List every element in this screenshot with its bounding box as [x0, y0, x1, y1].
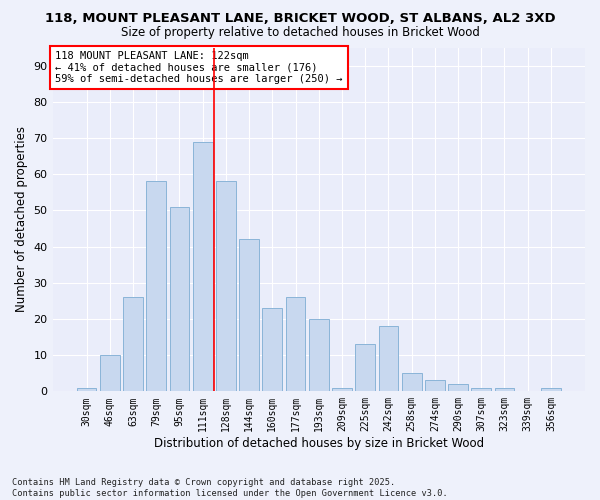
Bar [170, 206, 190, 392]
Bar [309, 319, 329, 392]
Bar [146, 182, 166, 392]
Y-axis label: Number of detached properties: Number of detached properties [15, 126, 28, 312]
Bar [193, 142, 212, 392]
Bar [402, 373, 422, 392]
Bar [262, 308, 282, 392]
Bar [332, 388, 352, 392]
Bar [286, 297, 305, 392]
Bar [77, 388, 97, 392]
Bar [100, 355, 119, 392]
Bar [355, 344, 375, 392]
Bar [239, 240, 259, 392]
Bar [425, 380, 445, 392]
Bar [541, 388, 561, 392]
Bar [448, 384, 468, 392]
Text: 118, MOUNT PLEASANT LANE, BRICKET WOOD, ST ALBANS, AL2 3XD: 118, MOUNT PLEASANT LANE, BRICKET WOOD, … [44, 12, 556, 24]
Text: Size of property relative to detached houses in Bricket Wood: Size of property relative to detached ho… [121, 26, 479, 39]
Text: 118 MOUNT PLEASANT LANE: 122sqm
← 41% of detached houses are smaller (176)
59% o: 118 MOUNT PLEASANT LANE: 122sqm ← 41% of… [55, 51, 343, 84]
Bar [216, 182, 236, 392]
Bar [379, 326, 398, 392]
Bar [472, 388, 491, 392]
Bar [123, 297, 143, 392]
Text: Contains HM Land Registry data © Crown copyright and database right 2025.
Contai: Contains HM Land Registry data © Crown c… [12, 478, 448, 498]
Bar [494, 388, 514, 392]
X-axis label: Distribution of detached houses by size in Bricket Wood: Distribution of detached houses by size … [154, 437, 484, 450]
